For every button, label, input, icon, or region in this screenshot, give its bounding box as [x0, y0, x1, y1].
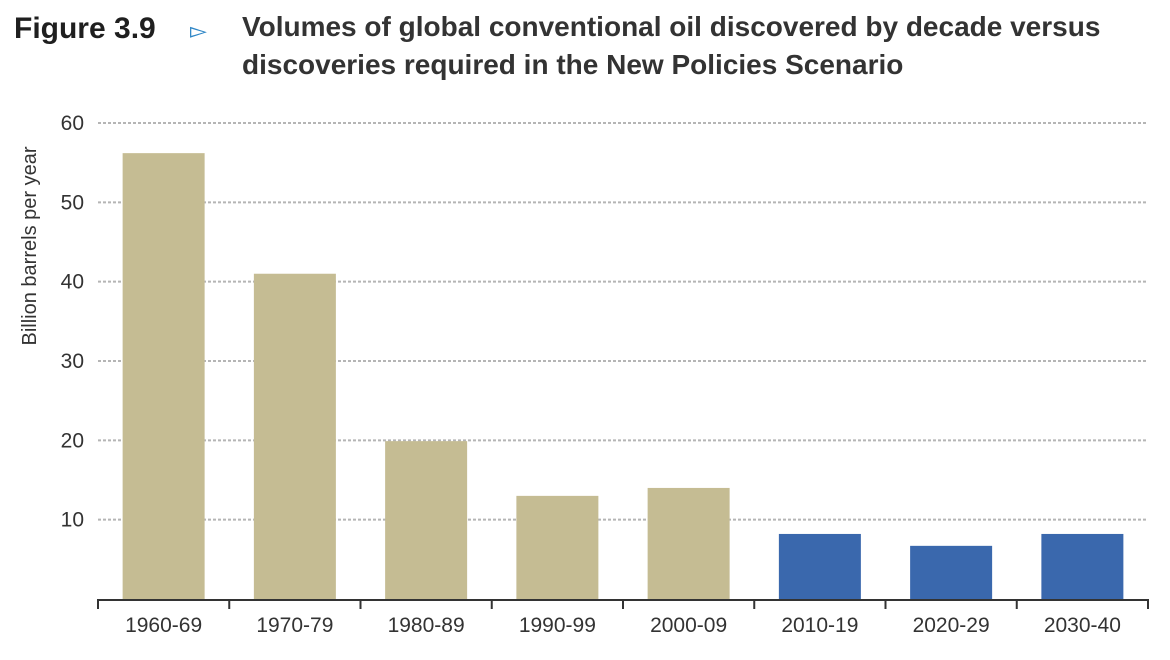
y-axis-label: Billion barrels per year [19, 146, 41, 345]
x-tick-label: 1970-79 [256, 614, 333, 637]
x-tick-label: 1960-69 [125, 614, 202, 637]
triangle-right-outline-icon: ▻ [190, 18, 207, 43]
bar-1980-89 [385, 441, 468, 599]
bar-1970-79 [253, 273, 336, 599]
figure-header: Figure 3.9 ▻ Volumes of global conventio… [14, 8, 1164, 92]
x-tick-label: 2020-29 [913, 614, 990, 637]
bar-1990-99 [516, 495, 599, 599]
x-tick-label: 2010-19 [781, 614, 858, 637]
chart-title: Volumes of global conventional oil disco… [242, 11, 1101, 80]
bar-series [122, 153, 1124, 599]
y-tick-label: 10 [61, 509, 84, 532]
y-tick-label: 30 [61, 350, 84, 373]
x-axis [97, 599, 1149, 609]
bar-2010-19 [778, 533, 861, 599]
x-tick-label: 2030-40 [1044, 614, 1121, 637]
bar-2030-40 [1041, 533, 1124, 599]
y-tick-label: 20 [61, 429, 84, 452]
y-tick-label: 50 [61, 191, 84, 214]
figure-label: Figure 3.9 [14, 12, 156, 45]
bar-1960-69 [122, 153, 205, 599]
bar-2000-09 [647, 487, 730, 599]
y-tick-label: 40 [61, 271, 84, 294]
x-tick-label: 2000-09 [650, 614, 727, 637]
bar-2020-29 [910, 545, 993, 599]
x-tick-label: 1980-89 [388, 614, 465, 637]
x-tick-label: 1990-99 [519, 614, 596, 637]
x-axis-tick-labels: 1960-69 1970-79 1980-89 1990-99 2000-09 2010-… [125, 614, 1121, 637]
y-tick-label: 60 [61, 112, 84, 135]
y-axis-tick-labels: 10 20 30 40 50 60 [61, 112, 84, 532]
